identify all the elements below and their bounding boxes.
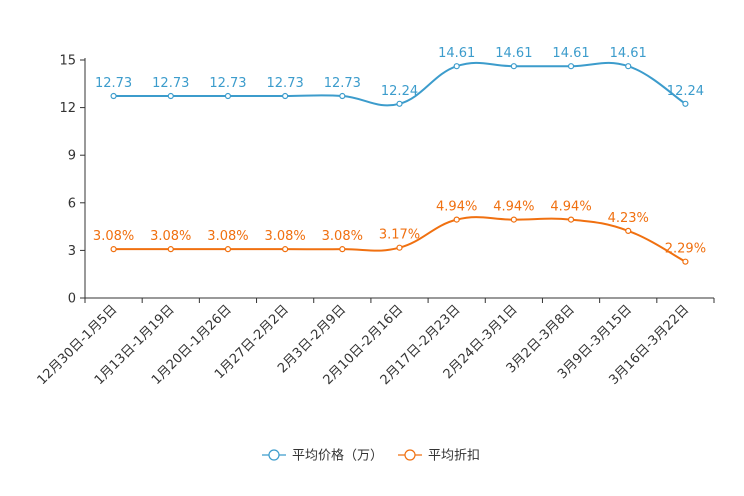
legend-label: 平均折扣 xyxy=(428,449,480,464)
data-label: 12.73 xyxy=(324,76,361,91)
data-label: 4.23% xyxy=(608,211,649,226)
data-point[interactable] xyxy=(167,92,174,100)
data-label: 4.94% xyxy=(436,200,477,215)
data-point[interactable] xyxy=(682,258,689,265)
data-point[interactable] xyxy=(224,92,232,100)
data-label: 14.61 xyxy=(610,46,647,61)
data-point[interactable] xyxy=(339,246,346,253)
legend-group: 平均价格（万） 平均折扣 xyxy=(262,448,480,464)
data-point[interactable] xyxy=(453,63,460,70)
series-avg-discount: 3.08% 3.08% 3.08% 3.08% 3.08% 3.17% 4.94% 4.94%… xyxy=(93,200,706,265)
data-point[interactable] xyxy=(453,216,460,223)
series-avg-price: 12.73 12.73 12.73 12.73 12.73 12.24 14.61 14.61… xyxy=(95,46,704,107)
series-group: 12.73 12.73 12.73 12.73 12.73 12.24 14.61 14.61… xyxy=(93,46,706,265)
data-label: 12.24 xyxy=(667,84,704,99)
data-point[interactable] xyxy=(567,63,575,70)
y-tick-label: 6 xyxy=(68,196,76,211)
data-point[interactable] xyxy=(625,63,632,70)
legend-item-avg-price[interactable]: 平均价格（万） xyxy=(262,448,383,464)
data-label: 4.94% xyxy=(550,200,591,215)
data-label: 3.08% xyxy=(207,229,248,244)
data-label: 14.61 xyxy=(495,46,532,61)
data-label: 12.73 xyxy=(95,76,132,91)
data-point[interactable] xyxy=(396,244,403,251)
y-tick-label: 12 xyxy=(59,101,76,116)
data-point[interactable] xyxy=(396,100,403,107)
data-point[interactable] xyxy=(682,100,689,107)
data-point[interactable] xyxy=(110,92,117,100)
data-label: 3.17% xyxy=(379,228,420,243)
data-label: 3.08% xyxy=(322,229,363,244)
legend-marker-icon xyxy=(404,449,416,461)
data-label: 12.24 xyxy=(381,84,418,99)
legend-item-avg-discount[interactable]: 平均折扣 xyxy=(398,449,480,464)
data-point[interactable] xyxy=(282,92,289,100)
data-label: 12.73 xyxy=(209,76,246,91)
y-tick-label: 15 xyxy=(59,54,76,69)
data-label: 3.08% xyxy=(93,229,134,244)
data-point[interactable] xyxy=(282,246,289,253)
data-label: 2.29% xyxy=(665,242,706,257)
data-label: 4.94% xyxy=(493,200,534,215)
data-point[interactable] xyxy=(339,92,346,100)
legend-label: 平均价格（万） xyxy=(292,448,383,464)
legend-marker-icon xyxy=(268,449,280,461)
data-point[interactable] xyxy=(510,63,517,70)
data-point[interactable] xyxy=(224,246,232,253)
data-label: 14.61 xyxy=(552,46,589,61)
data-point[interactable] xyxy=(567,216,575,223)
data-point[interactable] xyxy=(110,246,117,253)
data-point[interactable] xyxy=(510,216,517,223)
y-tick-label: 3 xyxy=(68,244,76,259)
y-tick-label: 0 xyxy=(68,292,76,307)
data-label: 12.73 xyxy=(267,76,304,91)
y-tick-label: 9 xyxy=(68,149,76,164)
data-label: 12.73 xyxy=(152,76,189,91)
data-label: 14.61 xyxy=(438,46,475,61)
data-label: 3.08% xyxy=(264,229,305,244)
data-point[interactable] xyxy=(625,227,632,234)
data-point[interactable] xyxy=(167,246,174,253)
data-label: 3.08% xyxy=(150,229,191,244)
